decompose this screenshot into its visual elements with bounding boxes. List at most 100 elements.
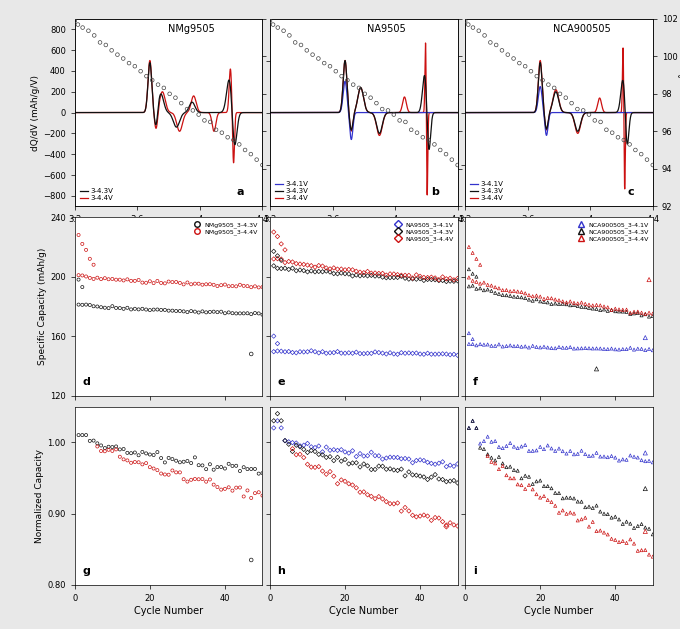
Point	[497, 459, 508, 469]
Point	[362, 461, 373, 471]
Point	[354, 448, 365, 459]
Point	[621, 455, 632, 465]
Point	[284, 30, 295, 40]
Point	[84, 300, 95, 310]
Point	[175, 306, 186, 316]
Point	[88, 394, 99, 404]
Point	[549, 488, 560, 498]
Point	[223, 308, 234, 318]
Point	[299, 265, 309, 276]
Point	[606, 305, 617, 315]
Point	[558, 505, 568, 515]
Point	[588, 517, 598, 527]
Point	[486, 281, 497, 291]
Point	[565, 296, 576, 306]
Point	[534, 476, 545, 486]
Point	[208, 465, 219, 475]
Point	[163, 306, 174, 316]
Point	[512, 479, 523, 489]
Point	[156, 469, 167, 479]
Point	[497, 342, 508, 352]
Point	[294, 442, 305, 452]
Point	[617, 536, 628, 546]
Point	[621, 304, 632, 314]
Point	[175, 278, 186, 288]
Point	[253, 282, 264, 292]
Point	[137, 459, 148, 469]
Point	[471, 277, 482, 287]
Point	[159, 469, 170, 479]
Point	[339, 447, 350, 457]
Point	[621, 516, 632, 526]
Point	[554, 295, 564, 305]
Point	[572, 104, 583, 114]
Point	[336, 456, 347, 466]
Point	[479, 436, 490, 446]
Point	[475, 373, 486, 383]
Point	[159, 305, 170, 315]
Point	[77, 282, 88, 292]
Point	[400, 348, 411, 359]
Point	[448, 520, 459, 530]
Point	[287, 447, 298, 457]
Point	[235, 280, 245, 290]
Point	[234, 140, 245, 150]
Point	[201, 308, 211, 318]
Point	[467, 334, 478, 344]
Point	[257, 309, 268, 320]
Point	[152, 304, 163, 314]
Point	[591, 343, 602, 353]
Point	[643, 311, 654, 321]
Point	[294, 347, 305, 357]
Point	[568, 298, 579, 308]
Point	[212, 307, 223, 317]
Point	[83, 26, 94, 36]
Point	[403, 454, 414, 464]
Point	[471, 344, 482, 354]
Point	[549, 298, 560, 308]
Point	[647, 311, 658, 321]
Point	[228, 135, 239, 145]
Point	[475, 279, 486, 289]
Point	[445, 276, 456, 286]
Point	[445, 518, 456, 528]
Point	[473, 26, 484, 36]
Point	[396, 271, 407, 281]
Point	[126, 458, 137, 468]
Point	[632, 452, 643, 462]
Point	[269, 331, 279, 341]
Point	[508, 53, 519, 64]
Point	[114, 452, 125, 462]
Point	[141, 278, 152, 288]
Point	[422, 348, 433, 359]
Point	[276, 346, 287, 356]
Point	[514, 58, 525, 68]
Point	[516, 342, 527, 352]
Point	[568, 493, 579, 503]
Point	[595, 452, 606, 462]
Point	[602, 344, 613, 354]
Point	[122, 303, 133, 313]
Point	[479, 30, 490, 40]
Point	[107, 301, 118, 311]
Point	[137, 304, 148, 314]
Point	[407, 274, 418, 284]
Point	[302, 438, 313, 448]
Point	[366, 268, 377, 278]
X-axis label: Cycle Number: Cycle Number	[524, 606, 594, 616]
Point	[197, 280, 208, 290]
Point	[167, 306, 178, 316]
Point	[625, 308, 636, 318]
Point	[625, 309, 636, 319]
Point	[486, 453, 497, 463]
Point	[445, 476, 456, 486]
Point	[509, 473, 520, 483]
Text: h: h	[277, 566, 286, 576]
Point	[632, 343, 643, 353]
Point	[358, 270, 369, 281]
Point	[625, 534, 636, 544]
Point	[494, 289, 505, 299]
Point	[610, 304, 621, 314]
Point	[175, 467, 186, 477]
Point	[129, 457, 140, 467]
